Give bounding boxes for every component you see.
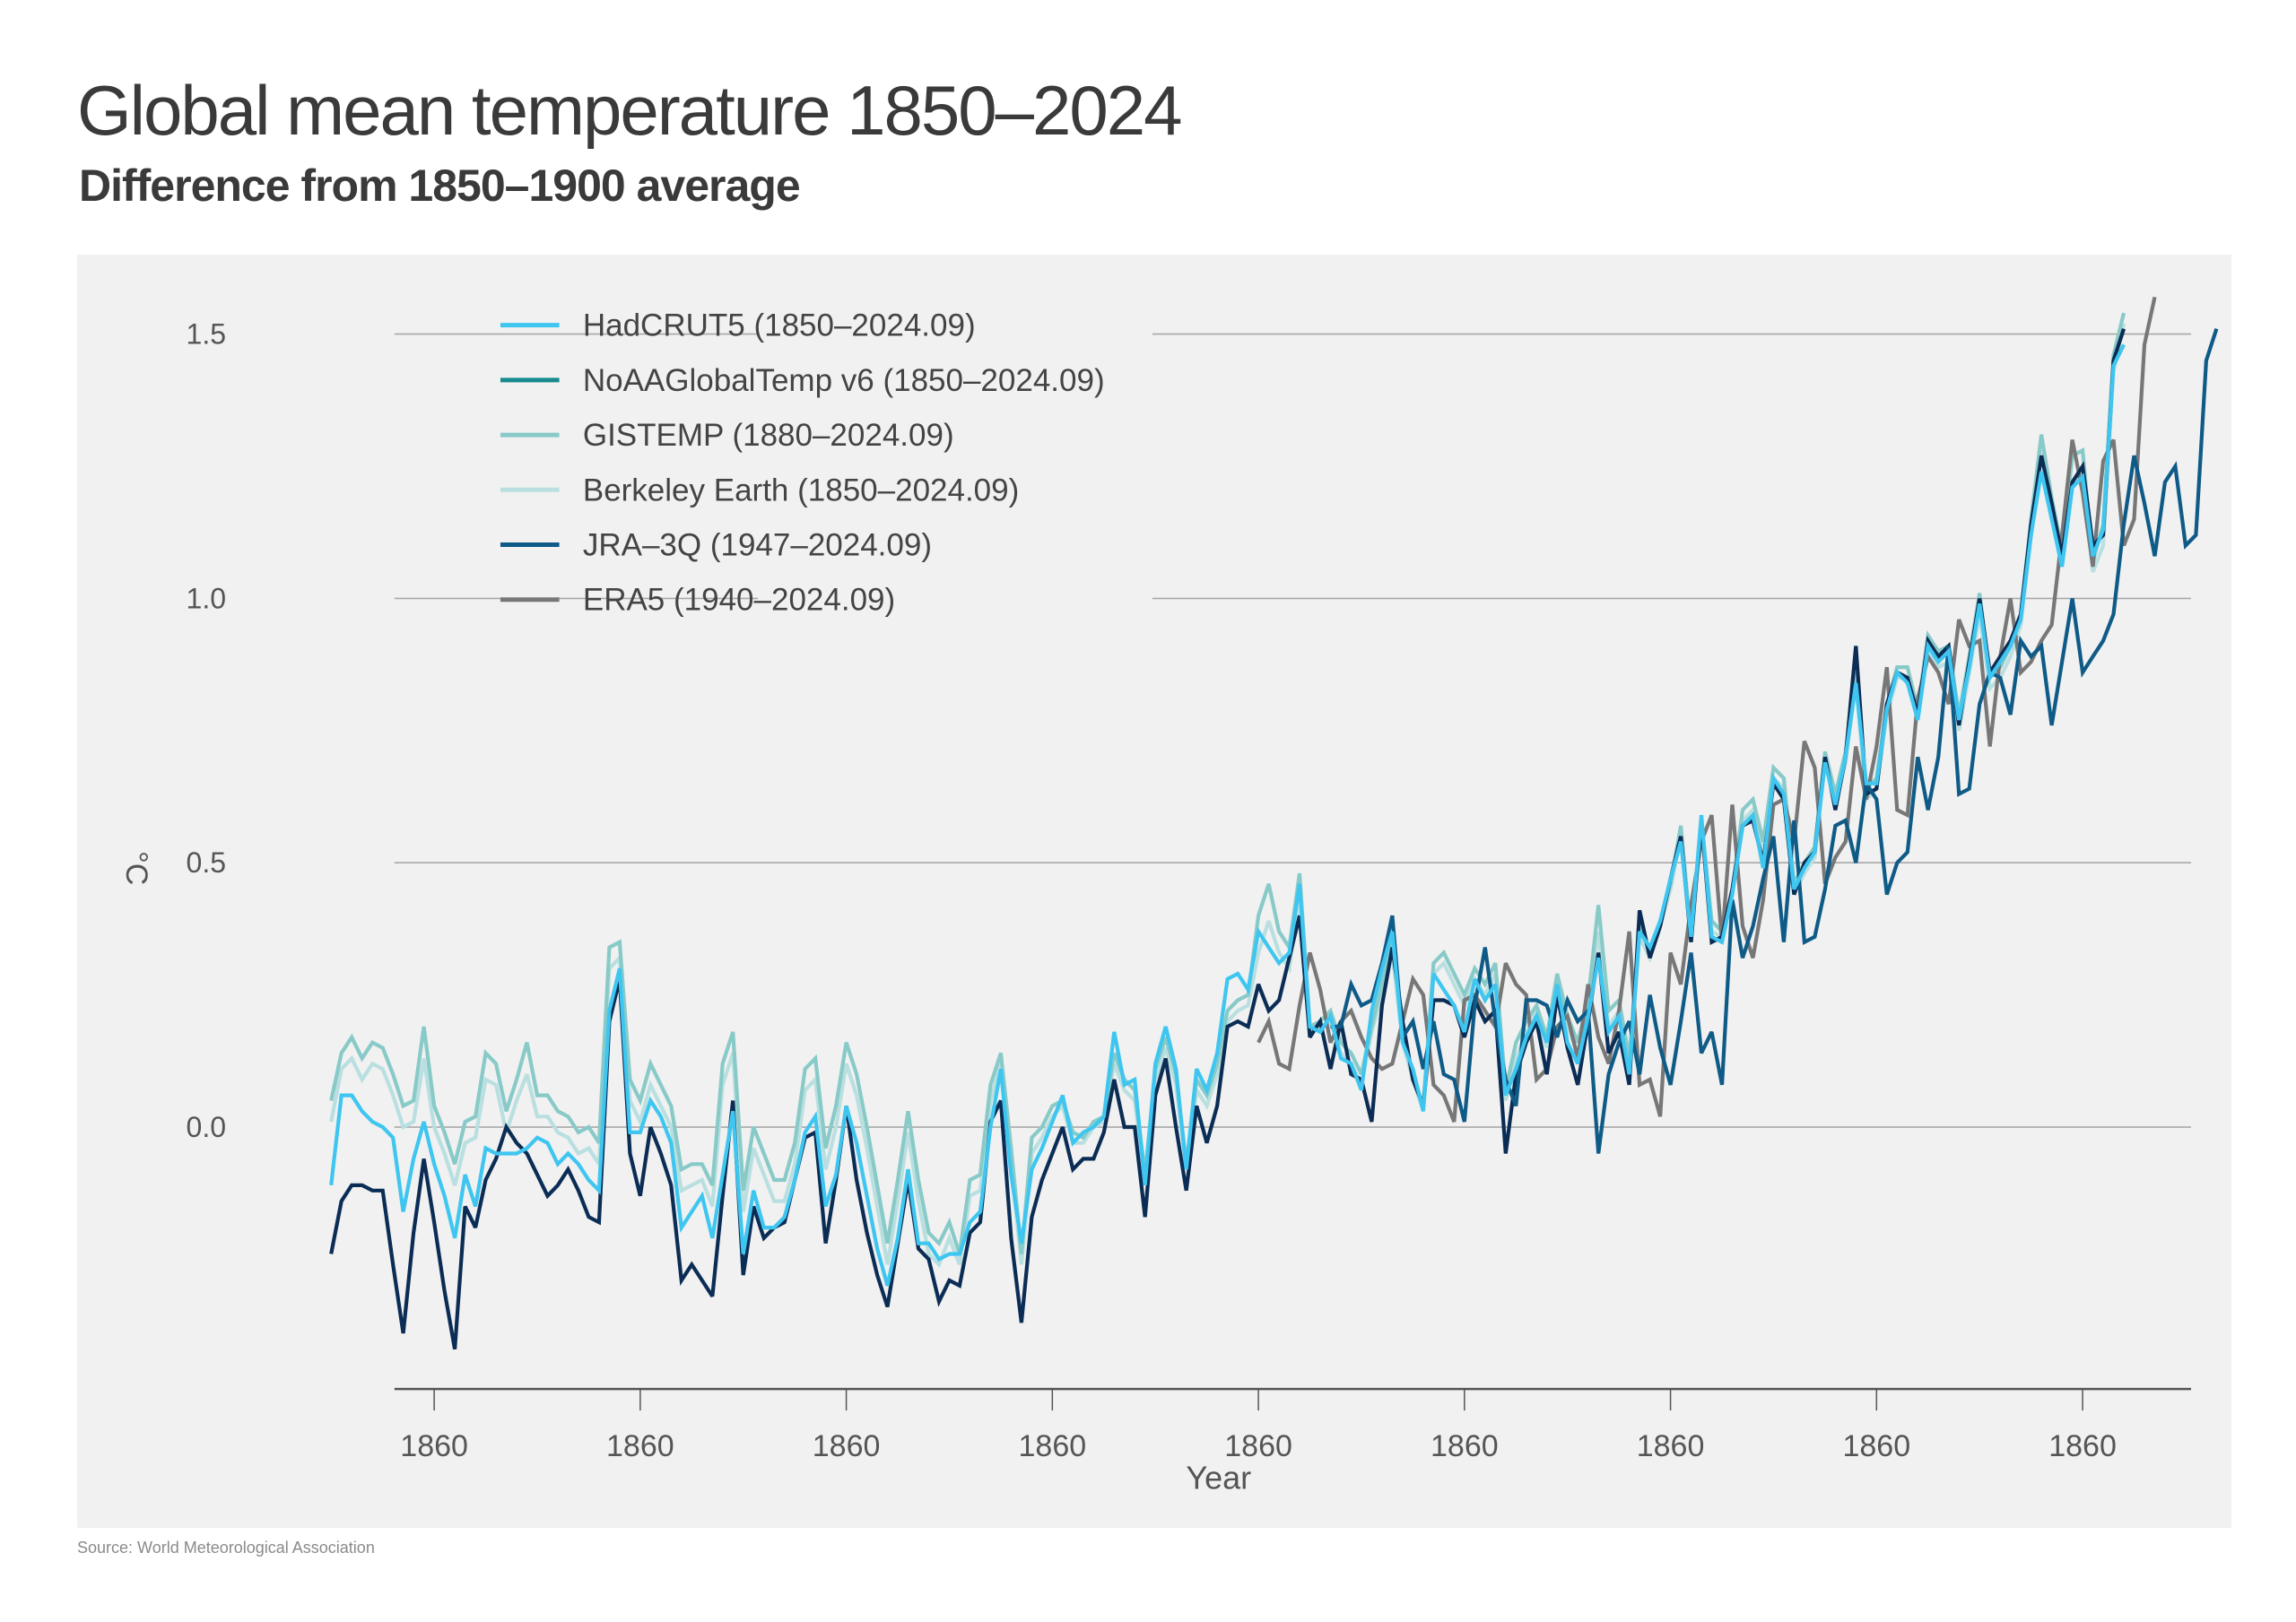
legend-label: HadCRUT5 (1850–2024.09)	[583, 308, 976, 343]
x-tick-label: 1860	[813, 1429, 881, 1463]
x-tick-label: 1860	[606, 1429, 674, 1463]
x-tick-label: 1860	[1842, 1429, 1910, 1463]
y-tick-label: 0.5	[187, 846, 226, 879]
x-axis-label: Year	[1186, 1460, 1251, 1496]
x-tick-label: 1860	[1637, 1429, 1705, 1463]
legend-label: ERA5 (1940–2024.09)	[583, 583, 895, 618]
source-note: Source: World Meteorological Association	[77, 1539, 375, 1557]
legend-item: HadCRUT5 (1850–2024.09)	[500, 308, 976, 343]
legend-label: GISTEMP (1880–2024.09)	[583, 418, 954, 453]
series-line-gistemp	[329, 312, 2126, 1255]
y-tick-label: 1.5	[187, 318, 226, 351]
x-tick-label: 1860	[2048, 1429, 2117, 1463]
series-line-noaaglobaltemp	[329, 328, 2126, 1350]
legend-label: Berkeley Earth (1850–2024.09)	[583, 473, 1019, 507]
y-tick-label: 1.0	[187, 582, 226, 614]
series-line-era5	[1257, 296, 2157, 1123]
x-tick-label: 1860	[1019, 1429, 1087, 1463]
chart-title: Global mean temperature 1850–2024	[77, 71, 1183, 150]
series-line-hadcrut5	[329, 343, 2126, 1287]
chart-panel	[77, 255, 2231, 1528]
series-lines	[329, 296, 2219, 1350]
x-axis: 1860 1860 1860 1860 1860 1860 1860 1860 1860	[394, 1387, 2191, 1463]
x-tick-label: 1860	[1431, 1429, 1499, 1463]
x-tick-label: 1860	[1224, 1429, 1292, 1463]
y-axis: 0.0 0.5 1.0 1.5	[187, 318, 226, 1143]
legend-item: Berkeley Earth (1850–2024.09)	[500, 473, 1019, 507]
legend: HadCRUT5 (1850–2024.09) NoAAGlobalTemp v6…	[500, 308, 1105, 618]
y-tick-label: 0.0	[187, 1111, 226, 1143]
x-tick-label: 1860	[400, 1429, 468, 1463]
legend-item: JRA–3Q (1947–2024.09)	[500, 528, 932, 563]
legend-item: GISTEMP (1880–2024.09)	[500, 418, 954, 453]
legend-item: ERA5 (1940–2024.09)	[500, 583, 895, 618]
y-axis-label: °C	[119, 851, 153, 885]
legend-label: NoAAGlobalTemp v6 (1850–2024.09)	[583, 363, 1105, 398]
legend-item: NoAAGlobalTemp v6 (1850–2024.09)	[500, 363, 1105, 398]
chart-subtitle: Difference from 1850–1900 average	[79, 160, 801, 211]
gridlines	[394, 333, 2191, 1128]
legend-label: JRA–3Q (1947–2024.09)	[583, 528, 932, 563]
